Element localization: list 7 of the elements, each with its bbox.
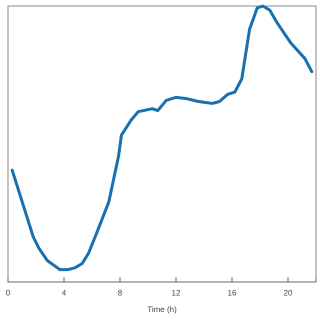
x-tick-label: 12 [172,288,181,298]
x-tick-label: 20 [284,288,293,298]
x-tick-label: 8 [118,288,123,298]
x-tick-label: 0 [6,288,11,298]
x-tick-label: 4 [62,288,67,298]
x-tick-label: 16 [228,288,237,298]
x-axis-title: Time (h) [147,305,178,314]
